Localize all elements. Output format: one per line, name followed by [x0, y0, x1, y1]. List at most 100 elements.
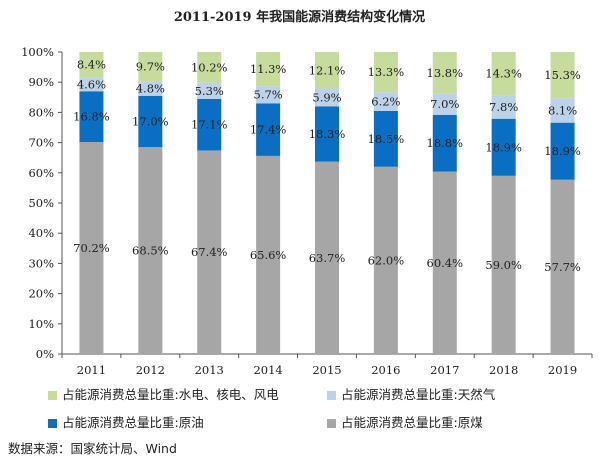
data-label: 68.5% — [132, 244, 169, 258]
legend-item-oil: 占能源消费总量比重:原油 — [48, 412, 204, 431]
legend-label-coal: 占能源消费总量比重:原煤 — [341, 415, 483, 430]
y-tick-label: 80% — [28, 105, 54, 119]
bar-segment — [432, 93, 457, 115]
x-tick-label: 2014 — [253, 363, 282, 377]
data-label: 15.3% — [544, 68, 581, 82]
bar-segment — [491, 52, 516, 96]
data-label: 7.0% — [430, 97, 459, 111]
bar-segment — [79, 77, 104, 92]
bar-segment — [432, 52, 457, 94]
data-label: 5.3% — [195, 84, 224, 98]
y-tick-label: 30% — [28, 256, 54, 270]
data-label: 18.3% — [309, 127, 346, 141]
bar-segment — [256, 155, 281, 354]
legend-item-gas: 占能源消费总量比重:天然气 — [327, 384, 495, 403]
bar-segment — [373, 92, 398, 111]
data-label: 57.7% — [544, 260, 581, 274]
bar-segment — [432, 171, 457, 354]
bar-segment — [373, 52, 398, 93]
y-tick-label: 60% — [28, 166, 54, 180]
data-label: 18.9% — [544, 144, 581, 158]
x-tick-label: 2018 — [489, 363, 518, 377]
data-label: 17.0% — [132, 114, 169, 128]
bar-segment — [79, 91, 104, 142]
data-label: 18.8% — [427, 136, 464, 150]
bar-segment — [491, 175, 516, 354]
data-label: 4.6% — [77, 77, 106, 91]
bar-segment — [138, 81, 163, 96]
data-label: 4.8% — [136, 82, 165, 96]
y-tick-label: 20% — [28, 287, 54, 301]
bar-segment — [550, 179, 575, 354]
data-label: 18.5% — [368, 132, 405, 146]
y-tick-label: 50% — [28, 196, 54, 210]
legend-swatch-hydro — [48, 391, 57, 400]
bar-segment — [550, 98, 575, 123]
bar-segment — [432, 114, 457, 172]
data-label: 60.4% — [427, 256, 464, 270]
data-label: 67.4% — [191, 245, 228, 259]
x-tick-label: 2011 — [77, 363, 106, 377]
bar-segment — [197, 52, 222, 83]
bar-segment — [79, 52, 104, 78]
bar-segment — [79, 141, 104, 354]
bar-segment — [315, 52, 339, 89]
data-label: 13.3% — [368, 65, 405, 79]
data-label: 16.8% — [73, 110, 110, 124]
bar-segment — [491, 95, 516, 119]
bar-segment — [550, 52, 575, 99]
data-label: 63.7% — [309, 251, 346, 265]
bar-segment — [138, 147, 163, 354]
x-tick-label: 2017 — [430, 363, 459, 377]
legend-swatch-oil — [48, 419, 57, 428]
data-label: 70.2% — [73, 241, 110, 255]
bar-segment — [197, 82, 222, 99]
bar-segment — [197, 98, 222, 151]
bar-segment — [138, 52, 163, 82]
chart-title: 2011-2019 年我国能源消费结构变化情况 — [173, 10, 426, 25]
bar-segment — [491, 118, 516, 176]
data-label: 62.0% — [368, 253, 405, 267]
bar-segment — [315, 161, 339, 354]
legend-label-hydro: 占能源消费总量比重:水电、核电、风电 — [62, 387, 279, 402]
data-label: 8.4% — [77, 58, 106, 72]
y-tick-label: 40% — [28, 226, 54, 240]
bar-segment — [256, 103, 281, 156]
bar-segment — [550, 122, 575, 180]
bar-segment — [197, 150, 222, 354]
data-label: 59.0% — [485, 258, 522, 272]
legend-swatch-gas — [327, 391, 336, 400]
y-tick-label: 90% — [28, 75, 54, 89]
y-tick-label: 100% — [21, 45, 54, 59]
data-label: 14.3% — [485, 67, 522, 81]
bar-segment — [373, 166, 398, 354]
bar-segment — [256, 52, 281, 87]
bar-segment — [373, 110, 398, 167]
source-note: 数据来源：国家统计局、Wind — [8, 441, 177, 456]
legend-item-coal: 占能源消费总量比重:原煤 — [327, 412, 483, 431]
data-label: 8.1% — [548, 103, 577, 117]
legend-label-oil: 占能源消费总量比重:原油 — [62, 415, 204, 430]
data-label: 17.4% — [250, 123, 287, 137]
x-tick-label: 2013 — [195, 363, 224, 377]
bar-segment — [138, 95, 163, 148]
data-label: 9.7% — [136, 60, 165, 74]
data-label: 10.2% — [191, 60, 228, 74]
legend-item-hydro: 占能源消费总量比重:水电、核电、风电 — [48, 384, 279, 403]
data-label: 65.6% — [250, 248, 287, 262]
x-tick-label: 2019 — [548, 363, 577, 377]
data-label: 13.8% — [427, 66, 464, 80]
data-label: 5.7% — [254, 88, 283, 102]
bar-segment — [256, 86, 281, 104]
data-label: 17.1% — [191, 118, 228, 132]
x-tick-label: 2016 — [371, 363, 400, 377]
x-tick-label: 2012 — [136, 363, 165, 377]
bar-segment — [315, 88, 339, 107]
data-label: 7.8% — [489, 100, 518, 114]
data-label: 5.9% — [312, 90, 341, 104]
data-label: 6.2% — [371, 95, 400, 109]
legend-swatch-coal — [327, 419, 336, 428]
legend-label-gas: 占能源消费总量比重:天然气 — [341, 387, 496, 402]
y-tick-label: 70% — [28, 136, 54, 150]
